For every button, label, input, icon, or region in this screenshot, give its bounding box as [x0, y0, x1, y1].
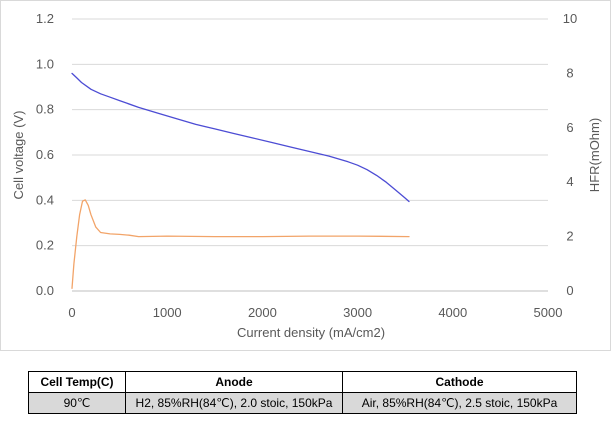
y2-tick-label: 6	[566, 120, 573, 135]
polarization-chart: 0.0 0.2 0.4 0.6 0.8 1.0 1.2 0 2 4 6 8 10 0 1000 2000 300…	[11, 11, 602, 340]
y-tick-label: 1.0	[36, 56, 54, 71]
y-tick-label: 0.8	[36, 102, 54, 117]
x-tick-label: 1000	[153, 305, 182, 320]
hfr-line	[71, 199, 410, 289]
y-tick-label: 1.2	[36, 11, 54, 26]
cell-voltage-line	[71, 72, 410, 203]
chart-frame	[0, 0, 611, 351]
x-axis-title: Current density (mA/cm2)	[237, 325, 385, 340]
test-conditions-table: Cell Temp(C) Anode Cathode 90℃ H2, 85%RH…	[28, 371, 577, 414]
anode-conditions: H2, 85%RH(84℃), 2.0 stoic, 150kPa	[125, 392, 343, 414]
header-cathode: Cathode	[342, 371, 577, 393]
y-axis-title: Cell voltage (V)	[11, 111, 26, 200]
cathode-conditions: Air, 85%RH(84℃), 2.5 stoic, 150kPa	[342, 392, 577, 414]
x-tick-label: 4000	[438, 305, 467, 320]
y2-tick-label: 8	[566, 65, 573, 80]
x-tick-label: 3000	[343, 305, 372, 320]
y-tick-label: 0.6	[36, 147, 54, 162]
x-tick-label: 2000	[248, 305, 277, 320]
table-header-row: Cell Temp(C) Anode Cathode	[28, 371, 577, 393]
y2-tick-label: 4	[566, 174, 573, 189]
y-tick-label: 0.4	[36, 192, 54, 207]
x-tick-label: 0	[68, 305, 75, 320]
y2-tick-label: 10	[563, 11, 577, 26]
table-row: 90℃ H2, 85%RH(84℃), 2.0 stoic, 150kPa Ai…	[28, 392, 577, 414]
x-tick-label: 5000	[534, 305, 563, 320]
header-anode: Anode	[125, 371, 343, 393]
y2-tick-label: 0	[566, 283, 573, 298]
y2-tick-label: 2	[566, 229, 573, 244]
header-cell-temp: Cell Temp(C)	[28, 371, 126, 393]
y2-axis-title: HFR(mOhm)	[587, 118, 602, 192]
cell-temp-value: 90℃	[28, 392, 126, 414]
y-tick-label: 0.0	[36, 283, 54, 298]
y-tick-label: 0.2	[36, 238, 54, 253]
